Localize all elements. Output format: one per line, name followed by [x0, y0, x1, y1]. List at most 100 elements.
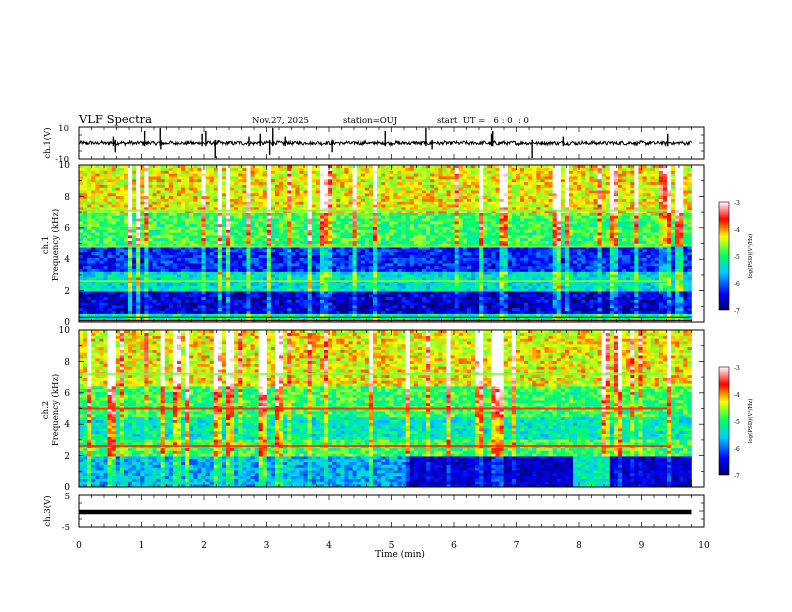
spectrogram-cell: [413, 274, 419, 278]
spectrogram-cell: [79, 243, 84, 247]
spectrogram-cell: [275, 215, 280, 219]
spectrogram-cell: [254, 195, 259, 199]
spectrogram-cell: [246, 176, 251, 180]
spectrogram-cell: [430, 271, 435, 275]
spectrogram-cell: [230, 254, 235, 258]
spectrogram-cell: [136, 187, 141, 191]
spectrogram-cell: [234, 257, 239, 261]
spectrogram-cell: [262, 268, 268, 272]
spectrogram-cell: [79, 282, 84, 286]
spectrogram-cell: [377, 263, 382, 267]
spectrogram-cell: [128, 293, 133, 298]
spectrogram-cell: [221, 293, 227, 298]
spectrogram-cell: [168, 201, 174, 205]
spectrogram-cell: [397, 254, 402, 258]
spectrogram-cell: [291, 246, 296, 250]
spectrogram-cell: [111, 265, 117, 270]
spectrogram-cell: [262, 246, 268, 250]
spectrogram-cell: [319, 221, 325, 225]
spectrogram-cell: [324, 215, 329, 219]
spectrogram-cell: [103, 285, 108, 289]
spectrogram-cell: [209, 254, 215, 258]
spectrogram-cell: [287, 221, 292, 225]
spectrogram-cell: [413, 271, 419, 275]
spectrogram-cell: [270, 207, 276, 211]
spectrogram-cell: [230, 207, 235, 211]
spectrogram-cell: [377, 173, 382, 177]
spectrogram-cell: [340, 257, 345, 261]
spectrogram-cell: [270, 249, 276, 253]
spectrogram-cell: [132, 254, 137, 258]
spectrogram-cell: [291, 274, 296, 278]
spectrogram-cell: [152, 285, 157, 289]
spectrogram-cell: [295, 167, 300, 171]
spectrogram-cell: [413, 254, 419, 258]
spectrogram-cell: [189, 293, 194, 298]
spectrogram-cell: [352, 243, 357, 247]
spectrogram-cell: [168, 313, 174, 317]
spectrogram-cell: [189, 237, 194, 241]
spectrogram-cell: [201, 181, 206, 185]
spectrogram-cell: [332, 170, 337, 174]
spectrogram-cell: [417, 212, 423, 216]
spectrogram-cell: [140, 195, 145, 199]
spectrogram-cell: [99, 305, 104, 309]
spectrogram-cell: [115, 305, 121, 309]
spectrogram-cell: [226, 198, 231, 202]
spectrogram-cell: [99, 251, 104, 256]
spectrogram-cell: [373, 167, 378, 171]
spectrogram-cell: [217, 265, 223, 270]
spectrogram-cell: [426, 170, 431, 174]
spectrogram-cell: [417, 296, 423, 300]
spectrogram-cell: [291, 207, 296, 211]
spectrogram-cell: [303, 237, 308, 241]
spectrogram-cell: [413, 232, 419, 236]
spectrogram-cell: [181, 195, 186, 199]
spectrogram-cell: [307, 240, 313, 244]
spectrogram-cell: [250, 260, 255, 264]
spectrogram-cell: [381, 215, 386, 219]
spectrogram-cell: [258, 212, 264, 216]
spectrogram-cell: [315, 299, 321, 303]
spectrogram-cell: [287, 257, 292, 261]
spectrogram-cell: [160, 218, 166, 222]
spectrogram-cell: [266, 215, 272, 219]
spectrogram-cell: [332, 257, 337, 261]
spectrogram-cell: [270, 307, 276, 312]
spectrogram-cell: [250, 198, 255, 202]
spectrogram-cell: [193, 251, 198, 256]
spectrogram-cell: [217, 243, 223, 247]
spectrogram-cell: [270, 212, 276, 216]
spectrogram-cell: [103, 254, 108, 258]
spectrogram-cell: [295, 277, 300, 281]
spectrogram-cell: [377, 291, 382, 295]
spectrogram-cell: [177, 260, 182, 264]
spectrogram-cell: [348, 307, 353, 312]
spectrogram-cell: [295, 302, 300, 306]
spectrogram-cell: [172, 221, 178, 225]
spectrogram-cell: [397, 215, 402, 219]
spectrogram-cell: [344, 291, 349, 295]
spectrogram-cell: [299, 207, 304, 211]
spectrogram-cell: [172, 260, 178, 264]
spectrogram-cell: [152, 246, 157, 250]
spectrogram-cell: [291, 316, 296, 320]
spectrogram-cell: [185, 254, 190, 258]
spectrogram-cell: [144, 170, 149, 174]
spectrogram-cell: [103, 207, 108, 211]
spectrogram-cell: [336, 302, 341, 306]
spectrogram-cell: [303, 274, 308, 278]
spectrogram-cell: [356, 282, 362, 286]
spectrogram-cell: [385, 218, 390, 222]
spectrogram-cell: [205, 181, 210, 185]
spectrogram-cell: [189, 193, 194, 197]
spectrogram-cell: [115, 170, 121, 174]
spectrogram-cell: [156, 246, 161, 250]
spectrogram-cell: [340, 316, 345, 320]
spectrogram-cell: [234, 240, 239, 244]
spectrogram-cell: [266, 181, 272, 185]
spectrogram-cell: [234, 277, 239, 281]
spectrogram-cell: [413, 265, 419, 270]
spectrogram-cell: [328, 240, 333, 244]
spectrogram-cell: [413, 251, 419, 256]
